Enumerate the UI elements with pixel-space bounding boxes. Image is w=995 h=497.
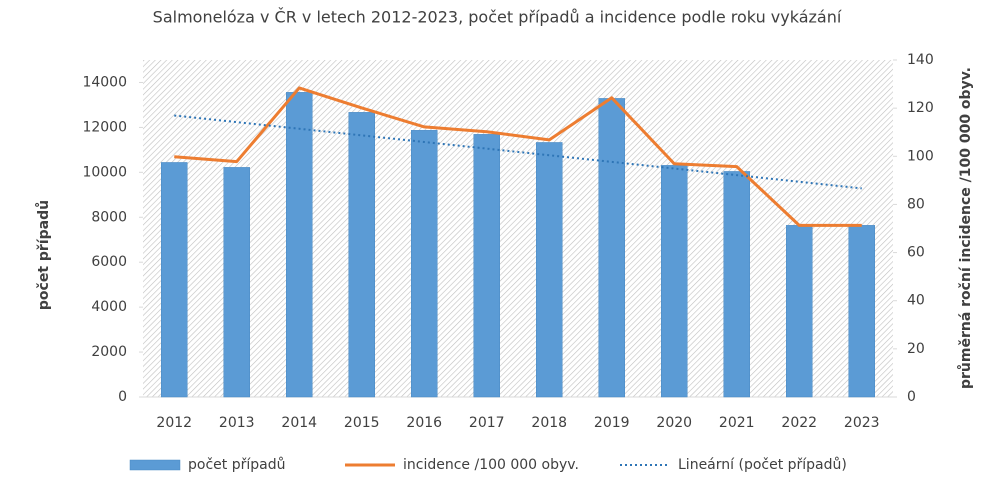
y2-tick-label: 100 bbox=[907, 148, 934, 164]
bar bbox=[223, 167, 250, 398]
y2-tick-label: 20 bbox=[907, 341, 925, 357]
legend-swatch bbox=[129, 459, 181, 471]
bar bbox=[473, 134, 500, 398]
y-tick-label: 0 bbox=[118, 389, 127, 405]
bar bbox=[848, 225, 875, 398]
legend-label: Lineární (počet případů) bbox=[678, 457, 847, 473]
x-tick-label: 2021 bbox=[719, 415, 755, 431]
bar bbox=[786, 225, 813, 398]
chart-title: Salmonelóza v ČR v letech 2012-2023, poč… bbox=[153, 8, 842, 27]
bar bbox=[348, 112, 375, 398]
x-tick-label: 2022 bbox=[781, 415, 817, 431]
y-tick-label: 14000 bbox=[82, 74, 127, 90]
y2-tick-label: 120 bbox=[907, 100, 934, 116]
bar bbox=[661, 165, 688, 398]
trend-line bbox=[174, 114, 862, 190]
y-tick-label: 4000 bbox=[91, 299, 127, 315]
y2-tick-label: 80 bbox=[907, 196, 925, 212]
legend-label: incidence /100 000 obyv. bbox=[403, 457, 579, 473]
x-tick-label: 2015 bbox=[344, 415, 380, 431]
y-axis-label: počet případů bbox=[35, 200, 52, 310]
y-tick-label: 10000 bbox=[82, 164, 127, 180]
bar bbox=[286, 92, 313, 398]
plot-area bbox=[143, 60, 893, 397]
x-tick-label: 2018 bbox=[531, 415, 567, 431]
y2-tick-label: 40 bbox=[907, 293, 925, 309]
x-tick-label: 2014 bbox=[281, 415, 317, 431]
y2-tick-label: 60 bbox=[907, 245, 925, 261]
x-tick-label: 2016 bbox=[406, 415, 442, 431]
x-tick-label: 2020 bbox=[656, 415, 692, 431]
legend-label: počet případů bbox=[188, 457, 285, 473]
bar bbox=[536, 142, 563, 398]
x-tick-label: 2013 bbox=[219, 415, 255, 431]
y2-tick-label: 0 bbox=[907, 389, 916, 405]
x-tick-label: 2012 bbox=[156, 415, 192, 431]
bar bbox=[723, 171, 750, 398]
bar bbox=[598, 98, 625, 398]
bar bbox=[411, 130, 438, 398]
y-tick-label: 8000 bbox=[91, 209, 127, 225]
x-tick-label: 2017 bbox=[469, 415, 505, 431]
x-tick-label: 2023 bbox=[844, 415, 880, 431]
y-tick-label: 12000 bbox=[82, 119, 127, 135]
y2-tick-label: 140 bbox=[907, 52, 934, 68]
x-tick-label: 2019 bbox=[594, 415, 630, 431]
y-tick-label: 6000 bbox=[91, 254, 127, 270]
bar bbox=[161, 162, 188, 398]
y-tick-label: 2000 bbox=[91, 344, 127, 360]
y2-axis-label: průměrná roční incidence /100 000 obyv. bbox=[957, 67, 974, 389]
